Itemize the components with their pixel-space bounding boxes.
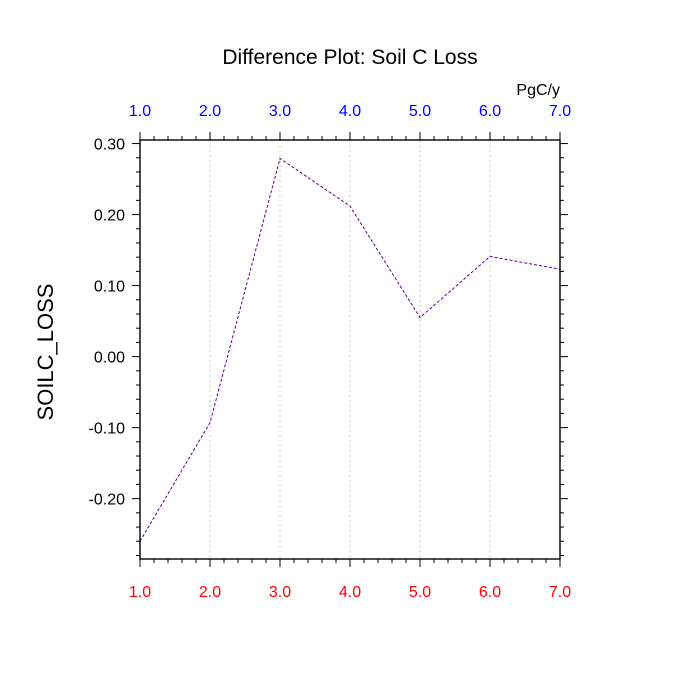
x-tick-label-bottom: 4.0 (339, 584, 361, 601)
x-tick-label-bottom: 6.0 (479, 584, 501, 601)
x-tick-label-bottom: 1.0 (129, 584, 151, 601)
grid-lines (209, 140, 491, 559)
x-tick-label-bottom: 2.0 (199, 584, 221, 601)
series-lines (139, 157, 561, 542)
x-tick-label-top: 5.0 (409, 103, 431, 120)
x-tick-label-top: 6.0 (479, 103, 501, 120)
series-line (139, 157, 561, 542)
tick-labels: 1.0 1.0 2.0 2.0 3.0 3.0 4.0 4.0 5.0 5.0 6.0 6.0 7.0 7… (89, 103, 572, 601)
plot-frame (139, 139, 561, 560)
x-tick-label-bottom: 5.0 (409, 584, 431, 601)
top-axis-units: PgC/y (516, 82, 560, 99)
chart-title: Difference Plot: Soil C Loss (222, 46, 477, 69)
x-tick-label-top: 2.0 (199, 103, 221, 120)
x-tick-label-top: 3.0 (269, 103, 291, 120)
x-tick-label-bottom: 7.0 (549, 584, 571, 601)
x-tick-label-bottom: 3.0 (269, 584, 291, 601)
x-tick-label-top: 1.0 (129, 103, 151, 120)
y-tick-label: 0.00 (94, 350, 125, 367)
y-tick-label: 0.10 (94, 279, 125, 296)
y-tick-label: -0.20 (89, 492, 126, 509)
y-tick-label: -0.10 (89, 421, 126, 438)
x-tick-label-top: 7.0 (549, 103, 571, 120)
x-tick-label-top: 4.0 (339, 103, 361, 120)
y-axis-label: SOILC_LOSS (33, 284, 58, 421)
y-tick-label: 0.20 (94, 208, 125, 225)
y-tick-label: 0.30 (94, 137, 125, 154)
